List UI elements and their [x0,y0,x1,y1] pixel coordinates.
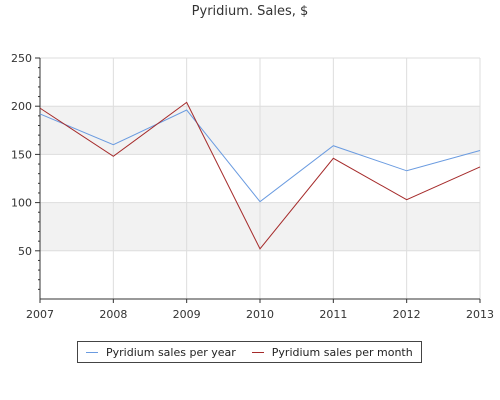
x-tick-label-2010: 2010 [246,308,274,321]
legend-label-per-year: Pyridium sales per year [106,345,236,359]
y-tick-label-50: 50 [18,245,32,258]
series-line-0 [39,109,481,203]
y-tick-label-150: 150 [11,148,32,161]
chart-title: Pyridium. Sales, $ [191,4,309,19]
x-tick-label-2013: 2013 [466,308,494,321]
x-tick-label-2009: 2009 [173,308,201,321]
x-tick-label-2011: 2011 [319,308,347,321]
legend-item-per-month[interactable]: Pyridium sales per month [251,345,413,359]
legend-swatch-per-month [251,351,264,353]
legend-item-per-year[interactable]: Pyridium sales per year [86,346,236,359]
legend: Pyridium sales per year Pyridium sales p… [77,341,422,363]
x-tick-label-2007: 2007 [26,308,54,321]
y-tick-label-100: 100 [11,197,32,210]
x-tick-label-2008: 2008 [99,308,127,321]
legend-label-per-month: Pyridium sales per month [271,345,413,359]
x-tick-label-2012: 2012 [393,308,421,321]
y-tick-label-200: 200 [11,100,32,113]
series-line-1 [39,101,481,250]
legend-swatch-per-year [86,351,98,353]
y-tick-label-250: 250 [11,52,32,65]
